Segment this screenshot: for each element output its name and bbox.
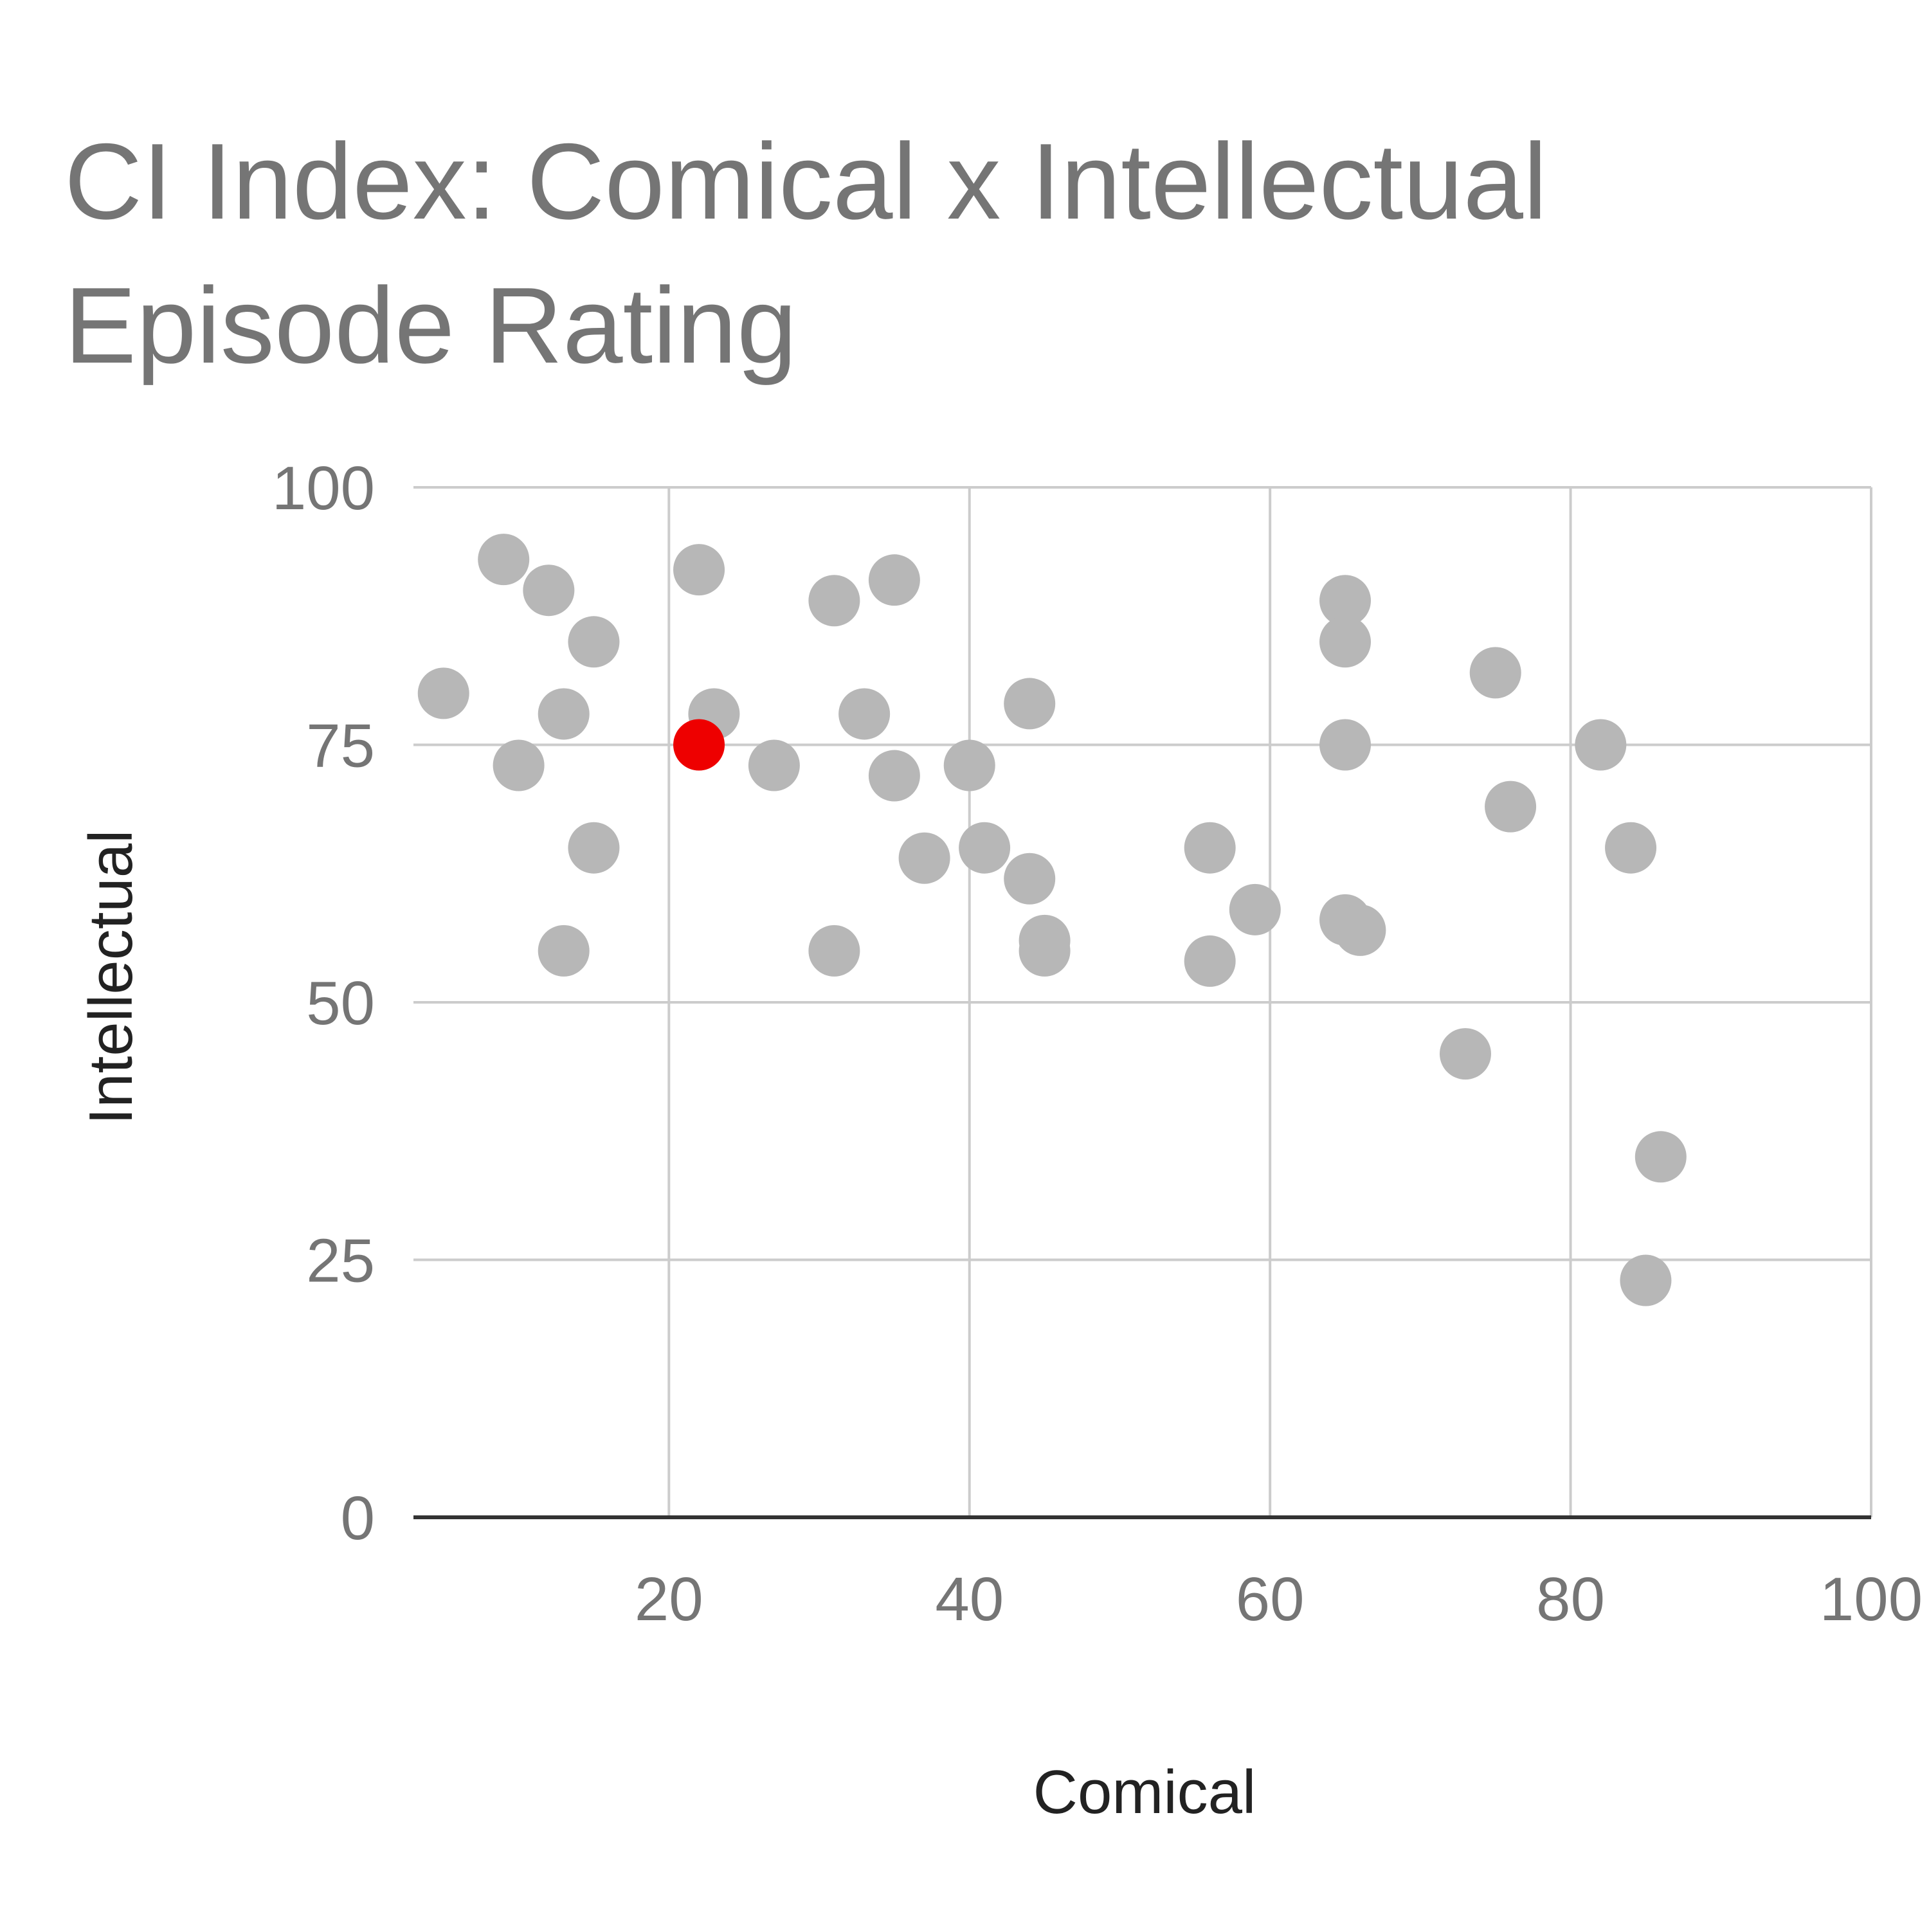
data-point	[1635, 1131, 1687, 1183]
y-axis-ticks: 0 25 50 75 100	[272, 454, 375, 1553]
data-point	[538, 925, 590, 977]
data-point	[1019, 925, 1071, 977]
chart-title: CI Index: Comical x Intellectual Episode…	[64, 121, 1548, 386]
x-tick-label: 20	[635, 1565, 703, 1634]
x-axis-ticks: 20 40 60 80 100	[635, 1565, 1923, 1634]
data-point	[868, 750, 920, 802]
data-point	[1184, 935, 1236, 987]
data-point	[1469, 647, 1521, 699]
data-point	[417, 667, 469, 719]
data-point	[1605, 822, 1657, 874]
data-point	[523, 564, 575, 617]
data-point	[493, 739, 545, 791]
data-point	[1319, 575, 1372, 627]
data-point	[478, 534, 530, 586]
data-point	[1620, 1254, 1672, 1306]
data-point	[808, 925, 860, 977]
data-point	[1439, 1028, 1491, 1080]
highlighted-data-point	[673, 719, 725, 771]
y-axis-label: Intellectual	[77, 830, 145, 1125]
data-point	[943, 739, 995, 791]
data-point	[1334, 904, 1386, 956]
data-point	[673, 544, 725, 596]
x-tick-label: 40	[935, 1565, 1004, 1634]
data-point	[868, 554, 920, 606]
data-point	[568, 616, 620, 668]
y-tick-label: 50	[306, 969, 375, 1038]
data-point	[898, 832, 950, 884]
x-tick-label: 80	[1536, 1565, 1605, 1634]
data-point	[1319, 616, 1372, 668]
data-point	[1004, 678, 1056, 730]
highlighted-points	[673, 719, 725, 771]
data-point	[1184, 822, 1236, 874]
data-point	[538, 688, 590, 740]
data-point	[959, 822, 1011, 874]
data-point	[1485, 781, 1537, 833]
data-point	[1004, 853, 1056, 905]
x-tick-label: 60	[1236, 1565, 1305, 1634]
data-point	[808, 575, 860, 627]
data-point	[568, 822, 620, 874]
y-tick-label: 0	[341, 1484, 375, 1553]
data-point	[1319, 719, 1372, 771]
data-point	[838, 688, 891, 740]
x-axis-label: Comical	[1033, 1758, 1256, 1827]
data-points	[417, 534, 1687, 1306]
data-point	[1229, 883, 1281, 935]
y-tick-label: 100	[272, 454, 375, 523]
y-tick-label: 25	[306, 1227, 375, 1296]
data-point	[1575, 719, 1627, 771]
grid-lines	[413, 486, 1872, 1517]
data-point	[748, 739, 800, 791]
y-tick-label: 75	[306, 712, 375, 781]
x-tick-label: 100	[1820, 1565, 1923, 1634]
